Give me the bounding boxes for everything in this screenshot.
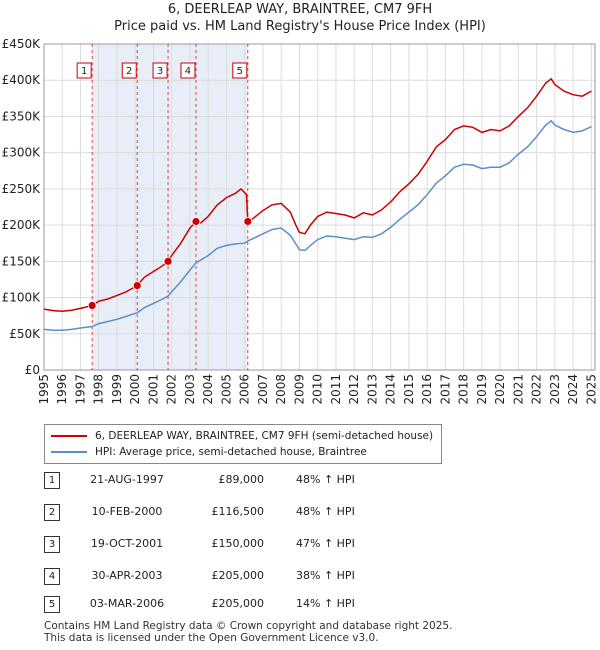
x-tick-label: 2025: [584, 374, 598, 405]
price-chart: £0 £50K £100K £150K £200K £250K £300K £350K £400…: [2, 37, 599, 405]
y-tick-label: £450K: [2, 37, 42, 51]
x-tick-label: 2007: [256, 374, 270, 405]
x-tick-label: 2001: [146, 374, 160, 405]
sale-price: £150,000: [211, 537, 265, 550]
x-tick-label: 2024: [566, 374, 580, 405]
x-tick-label: 2008: [274, 374, 288, 405]
legend-label-hpi: HPI: Average price, semi-detached house,…: [95, 446, 367, 458]
y-tick-label: £300K: [2, 146, 42, 160]
sale-marker-box: [180, 62, 196, 79]
sale-marker-box: [121, 62, 137, 79]
sale-hpi-diff: 14% ↑ HPI: [296, 597, 355, 610]
footer-copyright: Contains HM Land Registry data © Crown c…: [44, 620, 453, 632]
y-tick-label: £150K: [2, 254, 42, 268]
footer-licence: This data is licensed under the Open Gov…: [44, 632, 379, 644]
sale-marker-label: 4: [185, 66, 191, 77]
x-tick-label: 2013: [365, 374, 379, 405]
sale-price: £205,000: [211, 597, 265, 610]
x-tick-label: 2019: [475, 374, 489, 405]
series-line-hpi: [43, 119, 592, 331]
sale-marker-label: 5: [237, 66, 243, 77]
x-tick-label: 2002: [165, 374, 179, 405]
x-tick-label: 1999: [110, 374, 124, 405]
legend-swatch-hpi: [51, 451, 87, 453]
x-tick-label: 2018: [457, 374, 471, 405]
sale-date: 03-MAR-2006: [89, 597, 165, 610]
x-tick-label: 2003: [183, 374, 197, 405]
sale-row: 5 03-MAR-2006 £205,000 14% ↑ HPI: [44, 596, 464, 614]
x-tick-label: 2021: [511, 374, 525, 405]
x-tick-label: 1997: [73, 374, 87, 405]
x-tick-label: 2022: [530, 374, 544, 405]
x-tick-label: 2020: [493, 374, 507, 405]
x-tick-label: 2015: [402, 374, 416, 405]
sale-hpi-diff: 48% ↑ HPI: [296, 473, 355, 486]
x-tick-label: 2004: [201, 374, 215, 405]
series-line-price: [43, 77, 592, 313]
sale-date: 10-FEB-2000: [91, 505, 163, 518]
sale-row: 1 21-AUG-1997 £89,000 48% ↑ HPI: [44, 472, 464, 490]
x-tick-label: 1995: [37, 374, 51, 405]
chart-subtitle: Price paid vs. HM Land Registry's House …: [114, 19, 486, 34]
y-tick-label: £0: [25, 363, 40, 377]
sale-number: 2: [44, 504, 60, 521]
sale-marker-box: [232, 62, 248, 79]
sale-number: 4: [44, 568, 60, 585]
y-tick-label: £400K: [2, 73, 42, 87]
sale-number: 1: [44, 472, 60, 489]
sale-date: 30-APR-2003: [91, 569, 163, 582]
sale-row: 4 30-APR-2003 £205,000 38% ↑ HPI: [44, 568, 464, 586]
sale-hpi-diff: 48% ↑ HPI: [296, 505, 355, 518]
x-tick-label: 2011: [329, 374, 343, 405]
x-tick-label: 2009: [292, 374, 306, 405]
sale-point: [87, 301, 97, 310]
sale-date: 21-AUG-1997: [90, 473, 164, 486]
sale-row: 2 10-FEB-2000 £116,500 48% ↑ HPI: [44, 504, 464, 522]
legend-swatch-price: [51, 435, 87, 437]
footer: Contains HM Land Registry data © Crown c…: [44, 620, 452, 644]
sale-row: 3 19-OCT-2001 £150,000 47% ↑ HPI: [44, 536, 464, 554]
y-tick-label: £250K: [2, 182, 42, 196]
sale-number: 3: [44, 536, 60, 553]
x-tick-label: 1998: [92, 374, 106, 405]
legend-label-price: 6, DEERLEAP WAY, BRAINTREE, CM7 9FH (sem…: [95, 430, 434, 442]
x-tick-label: 2012: [347, 374, 361, 405]
x-tick-label: 2006: [238, 374, 252, 405]
y-tick-label: £100K: [2, 291, 42, 305]
sale-marker-box: [76, 62, 92, 79]
sale-hpi-diff: 38% ↑ HPI: [296, 569, 355, 582]
legend-item-hpi: HPI: Average price, semi-detached house,…: [51, 446, 367, 458]
sale-point: [132, 281, 142, 291]
x-tick-label: 1996: [55, 374, 69, 405]
x-tick-label: 2014: [384, 374, 398, 405]
y-tick-label: £200K: [2, 218, 42, 232]
sale-price: £205,000: [211, 569, 265, 582]
y-tick-label: £50K: [9, 327, 41, 341]
sale-point: [191, 217, 201, 226]
sale-marker-label: 3: [157, 66, 163, 77]
sale-date: 19-OCT-2001: [90, 537, 164, 550]
x-tick-label: 2005: [219, 374, 233, 405]
chart-title-address: 6, DEERLEAP WAY, BRAINTREE, CM7 9FH: [167, 2, 433, 17]
sale-point: [243, 217, 253, 226]
sale-period-shade: [92, 44, 248, 370]
x-tick-label: 2016: [420, 374, 434, 405]
sale-number: 5: [44, 596, 60, 613]
sale-marker-label: 2: [126, 66, 132, 77]
sale-price: £116,500: [211, 505, 265, 518]
x-tick-label: 2023: [548, 374, 562, 405]
legend-item-price: 6, DEERLEAP WAY, BRAINTREE, CM7 9FH (sem…: [51, 430, 433, 442]
sale-marker-box: [152, 62, 168, 79]
sale-hpi-diff: 47% ↑ HPI: [296, 537, 355, 550]
x-tick-label: 2010: [311, 374, 325, 405]
chart-legend: 6, DEERLEAP WAY, BRAINTREE, CM7 9FH (sem…: [44, 424, 442, 464]
x-tick-label: 2017: [438, 374, 452, 405]
sale-price: £89,000: [218, 473, 265, 486]
sale-marker-label: 1: [81, 66, 87, 77]
x-tick-label: 2000: [128, 374, 142, 405]
plot-border: [43, 43, 596, 371]
sale-point: [163, 256, 173, 266]
y-tick-label: £350K: [2, 109, 42, 123]
